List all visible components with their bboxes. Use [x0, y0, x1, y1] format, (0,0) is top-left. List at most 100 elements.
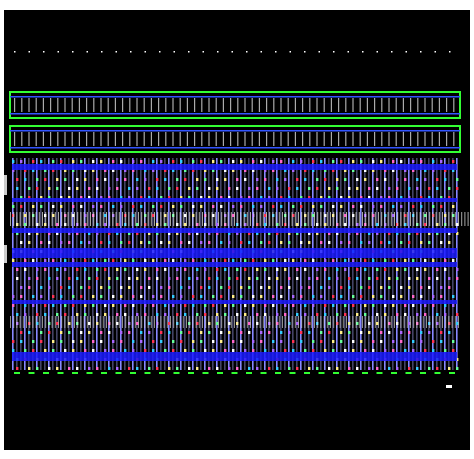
via-column [86, 98, 88, 112]
contact [128, 241, 131, 244]
contact [124, 259, 127, 262]
pin-mark [246, 372, 252, 374]
contact [252, 304, 255, 307]
pin-mark [362, 372, 368, 374]
via-column [338, 132, 340, 146]
contact [280, 340, 283, 343]
via-column [230, 132, 232, 146]
label-strip [432, 316, 434, 328]
label-strip [304, 316, 306, 328]
contact [332, 205, 335, 208]
pin-mark [289, 372, 296, 374]
contact [288, 232, 291, 235]
contact [136, 187, 139, 190]
contact [176, 187, 179, 190]
contact [456, 367, 459, 370]
contact [152, 169, 155, 172]
contact [192, 259, 195, 262]
contact [344, 313, 347, 316]
contact [108, 196, 111, 199]
contact [268, 367, 271, 370]
label-strip [122, 212, 123, 226]
contact [444, 313, 447, 316]
contact [364, 178, 367, 181]
contact [400, 331, 403, 334]
contact [340, 241, 343, 244]
contact [236, 277, 239, 280]
contact [260, 331, 263, 334]
contact [84, 178, 87, 181]
label-strip [74, 212, 75, 226]
contact [228, 277, 231, 280]
label-strip [282, 212, 283, 226]
contact [432, 295, 435, 298]
contact [304, 169, 307, 172]
contact [48, 286, 51, 289]
contact [64, 178, 67, 181]
contact [232, 259, 235, 262]
contact [92, 169, 95, 172]
contact [80, 331, 83, 334]
contact [276, 178, 279, 181]
contact [372, 205, 375, 208]
contact [352, 259, 355, 262]
contact [336, 187, 339, 190]
via-column [302, 132, 304, 146]
label-strip [64, 316, 66, 328]
contact [164, 214, 167, 217]
contact [144, 349, 147, 352]
contact [124, 268, 127, 271]
label-strip [346, 212, 347, 226]
contact [124, 313, 127, 316]
contact [20, 241, 23, 244]
contact [404, 304, 407, 307]
contact [404, 259, 407, 262]
contact [236, 268, 239, 271]
contact [172, 340, 175, 343]
contact [28, 286, 31, 289]
contact [152, 340, 155, 343]
contact [384, 178, 387, 181]
contact [208, 196, 211, 199]
contact [244, 223, 247, 226]
contact [376, 178, 379, 181]
contact [320, 205, 323, 208]
contact [300, 331, 303, 334]
label-strip [381, 212, 383, 226]
pin-mark [43, 372, 49, 374]
contact [196, 367, 199, 370]
contact [368, 232, 371, 235]
contact [76, 187, 79, 190]
contact [276, 322, 279, 325]
contact [452, 349, 455, 352]
label-strip [432, 212, 434, 226]
contact [208, 286, 211, 289]
via-column [194, 98, 196, 112]
contact [392, 295, 395, 298]
grid-dot [115, 51, 117, 53]
contact [384, 349, 387, 352]
contact [200, 331, 203, 334]
label-strip [160, 316, 162, 328]
label-strip [102, 212, 104, 226]
contact [344, 304, 347, 307]
contact [300, 295, 303, 298]
contact [60, 340, 63, 343]
contact [212, 169, 215, 172]
via-column [64, 132, 66, 146]
contact [344, 169, 347, 172]
contact [392, 304, 395, 307]
contact [300, 205, 303, 208]
contact [104, 223, 107, 226]
contact [368, 286, 371, 289]
contact [232, 295, 235, 298]
contact [220, 331, 223, 334]
contact [72, 340, 75, 343]
contact [184, 223, 187, 226]
contact [184, 313, 187, 316]
metal-line [10, 96, 460, 98]
label-strip [99, 316, 101, 328]
via-column [302, 98, 304, 112]
contact [440, 331, 443, 334]
contact [292, 295, 295, 298]
